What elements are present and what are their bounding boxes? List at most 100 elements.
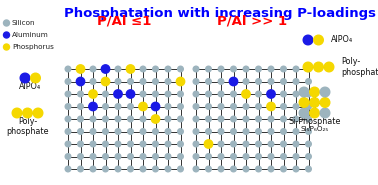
Circle shape <box>314 62 323 72</box>
Circle shape <box>243 141 249 147</box>
Circle shape <box>128 129 133 134</box>
Circle shape <box>193 66 199 72</box>
Circle shape <box>128 116 133 122</box>
Text: Silicon: Silicon <box>12 20 36 26</box>
Circle shape <box>281 154 286 159</box>
Circle shape <box>178 141 183 147</box>
Circle shape <box>128 166 133 172</box>
Circle shape <box>140 104 146 109</box>
Circle shape <box>243 79 249 84</box>
Circle shape <box>78 129 83 134</box>
Circle shape <box>76 77 85 86</box>
Circle shape <box>268 166 274 172</box>
Circle shape <box>256 166 261 172</box>
Circle shape <box>12 108 22 118</box>
Text: Poly-
phosphate: Poly- phosphate <box>341 57 378 77</box>
Circle shape <box>243 116 249 122</box>
Circle shape <box>103 166 108 172</box>
Circle shape <box>231 91 236 97</box>
Circle shape <box>218 91 224 97</box>
Circle shape <box>165 129 171 134</box>
Text: Poly-
phosphate: Poly- phosphate <box>6 117 49 136</box>
Circle shape <box>90 104 96 109</box>
Circle shape <box>65 91 71 97</box>
Circle shape <box>322 110 328 116</box>
Circle shape <box>193 91 199 97</box>
Circle shape <box>140 166 146 172</box>
Circle shape <box>178 129 183 134</box>
Circle shape <box>78 166 83 172</box>
Circle shape <box>231 104 236 109</box>
Circle shape <box>89 90 97 98</box>
Circle shape <box>218 166 224 172</box>
Circle shape <box>320 98 330 107</box>
Circle shape <box>193 116 199 122</box>
Circle shape <box>326 64 332 70</box>
Circle shape <box>293 91 299 97</box>
Circle shape <box>268 141 274 147</box>
Circle shape <box>90 129 96 134</box>
Circle shape <box>218 141 224 147</box>
Circle shape <box>303 62 313 72</box>
Circle shape <box>231 66 236 72</box>
Circle shape <box>256 141 261 147</box>
Circle shape <box>206 129 211 134</box>
Circle shape <box>78 66 83 72</box>
Circle shape <box>128 141 133 147</box>
Circle shape <box>306 79 311 84</box>
Circle shape <box>140 141 146 147</box>
Circle shape <box>218 79 224 84</box>
Text: AlPO₄: AlPO₄ <box>19 82 41 91</box>
Circle shape <box>128 66 133 72</box>
Circle shape <box>320 87 330 97</box>
Circle shape <box>311 110 318 116</box>
Circle shape <box>256 66 261 72</box>
Circle shape <box>115 154 121 159</box>
Circle shape <box>301 110 307 116</box>
Circle shape <box>3 44 9 50</box>
Circle shape <box>126 90 135 98</box>
Circle shape <box>128 154 133 159</box>
Circle shape <box>293 141 299 147</box>
Circle shape <box>306 116 311 122</box>
Circle shape <box>3 32 9 38</box>
Circle shape <box>268 104 274 109</box>
Circle shape <box>293 79 299 84</box>
Circle shape <box>305 64 311 70</box>
Circle shape <box>256 129 261 134</box>
Circle shape <box>322 99 328 106</box>
Circle shape <box>281 91 286 97</box>
Circle shape <box>31 73 40 83</box>
Circle shape <box>315 64 322 70</box>
Circle shape <box>78 154 83 159</box>
Circle shape <box>165 91 171 97</box>
Circle shape <box>231 129 236 134</box>
Circle shape <box>242 90 250 98</box>
Circle shape <box>178 91 183 97</box>
Circle shape <box>103 154 108 159</box>
Circle shape <box>65 116 71 122</box>
Circle shape <box>140 154 146 159</box>
Circle shape <box>178 166 183 172</box>
Circle shape <box>153 129 158 134</box>
Text: AlPO₄: AlPO₄ <box>331 36 353 45</box>
Circle shape <box>165 104 171 109</box>
Circle shape <box>23 108 32 118</box>
Circle shape <box>306 166 311 172</box>
Circle shape <box>89 102 97 111</box>
Circle shape <box>178 79 183 84</box>
Circle shape <box>311 99 318 106</box>
Circle shape <box>178 154 183 159</box>
Circle shape <box>256 91 261 97</box>
Circle shape <box>281 104 286 109</box>
Circle shape <box>218 129 224 134</box>
Circle shape <box>206 79 211 84</box>
Circle shape <box>78 91 83 97</box>
Circle shape <box>126 65 135 73</box>
Circle shape <box>193 154 199 159</box>
Circle shape <box>115 129 121 134</box>
Circle shape <box>101 65 110 73</box>
Circle shape <box>153 104 158 109</box>
Circle shape <box>281 116 286 122</box>
Circle shape <box>153 116 158 122</box>
